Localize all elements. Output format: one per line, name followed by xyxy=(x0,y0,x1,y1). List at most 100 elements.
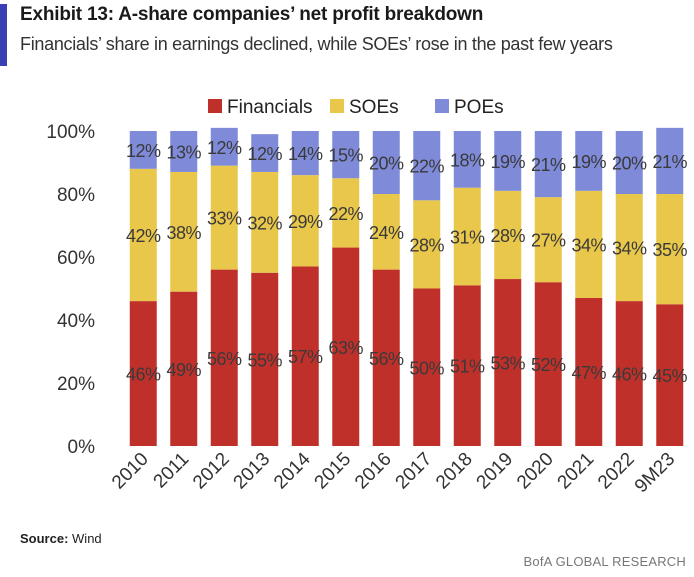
data-label-soes-2011: 38% xyxy=(166,223,201,243)
data-label-poes-2016: 20% xyxy=(369,154,404,174)
bar-soes-2013 xyxy=(251,171,279,273)
y-tick-label: 80% xyxy=(57,185,95,206)
data-label-poes-2022: 20% xyxy=(612,154,647,174)
data-label-poes-9M23: 21% xyxy=(652,152,687,172)
bar-financials-2020 xyxy=(534,282,562,446)
y-axis: 0% 20% 40% 60% 80% 100% xyxy=(46,122,95,458)
x-tick-label: 2019 xyxy=(473,449,518,494)
x-tick-label: 2022 xyxy=(594,449,639,494)
bar-soes-2016 xyxy=(372,194,400,270)
data-label-soes-2010: 42% xyxy=(126,226,161,246)
x-tick-label: 2016 xyxy=(351,449,396,494)
bar-financials-2011 xyxy=(170,291,198,446)
data-label-poes-2018: 18% xyxy=(450,150,485,170)
legend-swatch-poes xyxy=(435,99,449,113)
data-label-soes-2018: 31% xyxy=(450,228,485,248)
data-label-financials-2012: 56% xyxy=(207,349,242,369)
x-tick-label: 2017 xyxy=(392,449,437,494)
legend-swatch-financials xyxy=(208,99,222,113)
data-label-poes-2017: 22% xyxy=(409,157,444,177)
data-label-soes-2021: 34% xyxy=(571,235,606,255)
x-tick-label: 2013 xyxy=(230,449,275,494)
bar-financials-2010 xyxy=(129,301,157,446)
data-label-poes-2015: 15% xyxy=(328,146,363,166)
bar-soes-9M23 xyxy=(656,194,684,305)
y-tick-label: 40% xyxy=(57,311,95,332)
data-label-financials-2022: 46% xyxy=(612,365,647,385)
data-label-soes-2012: 33% xyxy=(207,209,242,229)
bar-financials-2018 xyxy=(453,285,481,446)
chart-title: Exhibit 13: A-share companies’ net profi… xyxy=(20,4,484,25)
legend: Financials SOEs POEs xyxy=(208,97,504,118)
bar-poes-2019 xyxy=(494,131,522,191)
data-label-financials-2017: 50% xyxy=(409,358,444,378)
bar-financials-2022 xyxy=(615,301,643,446)
data-label-soes-2020: 27% xyxy=(531,231,566,251)
x-tick-label: 2010 xyxy=(108,449,153,494)
bar-financials-9M23 xyxy=(656,304,684,446)
data-label-soes-2022: 34% xyxy=(612,239,647,259)
x-tick-label: 2011 xyxy=(150,449,194,493)
data-label-financials-2021: 47% xyxy=(571,363,606,383)
data-label-financials-2013: 55% xyxy=(247,350,282,370)
y-tick-label: 20% xyxy=(57,374,95,395)
bar-poes-2021 xyxy=(575,131,603,191)
bar-poes-9M23 xyxy=(656,127,684,194)
data-label-financials-9M23: 45% xyxy=(652,366,687,386)
bar-poes-2017 xyxy=(413,131,441,201)
bar-poes-2010 xyxy=(129,131,157,169)
bar-soes-2014 xyxy=(291,175,319,267)
brand-footer: BofA GLOBAL RESEARCH xyxy=(523,554,686,569)
legend-label-soes: SOEs xyxy=(349,97,399,118)
data-label-soes-2015: 22% xyxy=(328,204,363,224)
x-tick-label: 2021 xyxy=(554,449,599,494)
bar-financials-2015 xyxy=(332,247,360,446)
data-label-financials-2016: 56% xyxy=(369,349,404,369)
legend-label-financials: Financials xyxy=(227,97,313,118)
bar-soes-2020 xyxy=(534,197,562,283)
data-label-financials-2014: 57% xyxy=(288,347,323,367)
source-note: Source: Wind xyxy=(20,531,102,546)
x-axis: 2010201120122013201420152016201720182019… xyxy=(108,448,679,497)
data-label-soes-2017: 28% xyxy=(409,235,444,255)
data-label-poes-2019: 19% xyxy=(490,152,525,172)
bar-soes-2018 xyxy=(453,187,481,286)
x-tick-label: 2012 xyxy=(189,449,234,494)
chart-subtitle: Financials’ share in earnings declined, … xyxy=(20,34,613,54)
data-label-soes-2016: 24% xyxy=(369,223,404,243)
data-labels: 46% 42% 12% 49% 38% 13% 56% 33% 12% 55% 32% 12% 57% 2… xyxy=(126,138,688,386)
data-label-poes-2021: 19% xyxy=(571,152,606,172)
bar-soes-2011 xyxy=(170,171,198,292)
data-label-financials-2020: 52% xyxy=(531,355,566,375)
bar-financials-2012 xyxy=(210,269,238,446)
source-label: Source: xyxy=(20,531,69,546)
title-accent-bar xyxy=(0,4,7,66)
bar-poes-2016 xyxy=(372,131,400,194)
x-tick-label: 2015 xyxy=(311,449,356,494)
bar-soes-2017 xyxy=(413,200,441,289)
bar-poes-2012 xyxy=(210,127,238,166)
bar-financials-2014 xyxy=(291,266,319,446)
data-label-soes-9M23: 35% xyxy=(652,240,687,260)
data-label-soes-2013: 32% xyxy=(247,213,282,233)
y-tick-label: 100% xyxy=(46,122,95,143)
data-label-poes-2011: 13% xyxy=(166,142,201,162)
bar-poes-2011 xyxy=(170,131,198,172)
bar-soes-2022 xyxy=(615,194,643,302)
legend-label-poes: POEs xyxy=(454,97,504,118)
bar-soes-2012 xyxy=(210,165,238,270)
bar-soes-2010 xyxy=(129,168,157,302)
y-tick-label: 60% xyxy=(57,248,95,269)
data-label-financials-2015: 63% xyxy=(328,338,363,358)
x-tick-label: 2018 xyxy=(432,449,477,494)
bar-poes-2015 xyxy=(332,131,360,179)
data-label-poes-2020: 21% xyxy=(531,155,566,175)
bar-soes-2021 xyxy=(575,190,603,298)
source-value: Wind xyxy=(72,531,102,546)
data-label-soes-2014: 29% xyxy=(288,212,323,232)
bar-soes-2015 xyxy=(332,178,360,248)
data-label-poes-2012: 12% xyxy=(207,138,242,158)
bar-poes-2020 xyxy=(534,131,562,198)
bar-poes-2022 xyxy=(615,131,643,194)
